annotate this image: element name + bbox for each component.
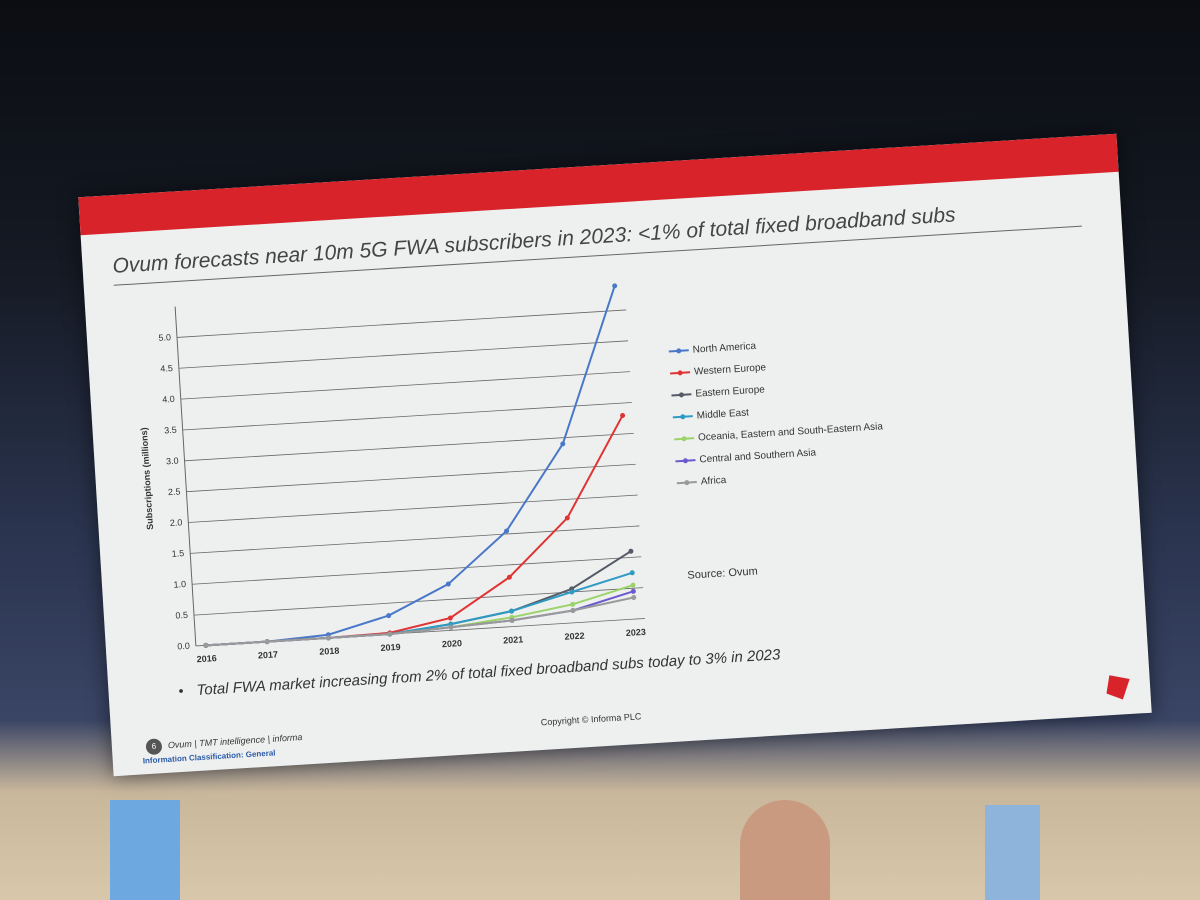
y-tick-label: 3.5	[164, 425, 177, 436]
brand: Ovum | TMT intelligence | informa	[168, 732, 303, 750]
grid-line	[184, 432, 634, 462]
data-point	[445, 581, 451, 587]
data-point	[264, 639, 270, 645]
data-point	[630, 582, 636, 588]
grid-line	[178, 340, 629, 369]
data-point	[325, 635, 331, 641]
y-tick-label: 0.0	[177, 641, 190, 652]
legend-label: Eastern Europe	[695, 384, 765, 399]
chart: Ovum forecasts near 10m 5G FWA subscribe…	[78, 133, 1130, 765]
data-point	[386, 613, 392, 619]
y-tick-label: 5.0	[158, 332, 171, 343]
data-point	[387, 631, 393, 637]
source-note: Source: Ovum	[687, 565, 758, 581]
data-point	[612, 283, 618, 289]
y-tick-label: 1.0	[173, 579, 186, 590]
x-tick-label: 2020	[442, 638, 463, 649]
y-tick-label: 4.5	[160, 363, 173, 374]
legend-marker	[676, 348, 682, 354]
data-point	[509, 617, 515, 623]
data-point	[448, 624, 454, 630]
grid-line	[188, 494, 638, 523]
data-point	[447, 615, 453, 621]
data-point	[570, 607, 576, 613]
data-point	[631, 594, 637, 600]
grid-line	[192, 556, 642, 585]
bullet-text: Total FWA market increasing from 2% of t…	[196, 646, 781, 699]
y-axis-label: Subscriptions (millions)	[139, 427, 155, 530]
x-tick-label: 2023	[626, 627, 647, 638]
data-point	[629, 570, 635, 576]
copyright: Copyright © Informa PLC	[541, 711, 643, 727]
data-point	[620, 412, 626, 418]
data-point	[506, 574, 512, 580]
bullet-marker: •	[178, 682, 184, 698]
data-point	[560, 441, 566, 447]
data-point	[570, 601, 576, 607]
x-tick-label: 2016	[196, 653, 217, 664]
page-number: 6	[151, 742, 157, 751]
legend-marker	[677, 370, 683, 376]
legend-label: Oceania, Eastern and South-Eastern Asia	[698, 421, 884, 443]
grid-line	[180, 371, 630, 400]
data-point	[564, 515, 570, 521]
legend-label: Africa	[700, 475, 727, 488]
legend-marker	[684, 480, 690, 486]
grid-line	[190, 525, 640, 554]
title-rule	[113, 225, 1082, 286]
data-point	[504, 528, 510, 534]
y-axis	[174, 306, 197, 646]
data-point	[628, 548, 634, 554]
legend-label: Central and Southern Asia	[699, 447, 817, 465]
stage-panel	[985, 805, 1040, 900]
y-tick-label: 3.0	[166, 456, 179, 467]
legend-label: North America	[692, 341, 756, 356]
classification: Information Classification: General	[143, 748, 276, 765]
data-point	[630, 588, 636, 594]
x-tick-label: 2022	[564, 631, 585, 642]
legend-marker	[678, 392, 684, 398]
page-badge	[145, 738, 162, 755]
legend-marker	[682, 458, 688, 464]
x-tick-label: 2018	[319, 646, 340, 657]
x-tick-label: 2019	[380, 642, 401, 653]
y-tick-label: 0.5	[175, 610, 188, 621]
legend-marker	[681, 436, 687, 442]
speaker	[740, 800, 830, 900]
legend-label: Western Europe	[694, 362, 767, 377]
data-point	[569, 589, 575, 595]
y-tick-label: 4.0	[162, 394, 175, 405]
y-tick-label: 2.0	[170, 517, 183, 528]
x-tick-label: 2017	[258, 649, 279, 660]
stage-panel	[110, 800, 180, 900]
header-bar	[78, 133, 1119, 236]
grid-line	[182, 402, 632, 431]
y-tick-label: 2.5	[168, 486, 181, 497]
grid-line	[176, 309, 627, 338]
data-point	[508, 608, 514, 614]
slide: Ovum forecasts near 10m 5G FWA subscribe…	[78, 133, 1152, 777]
series-line	[205, 596, 634, 647]
x-tick-label: 2021	[503, 634, 524, 645]
grid-line	[186, 463, 636, 493]
legend-marker	[680, 414, 686, 420]
logo	[1106, 675, 1130, 700]
data-point	[203, 642, 209, 648]
y-tick-label: 1.5	[171, 548, 184, 559]
legend-label: Middle East	[696, 407, 749, 421]
